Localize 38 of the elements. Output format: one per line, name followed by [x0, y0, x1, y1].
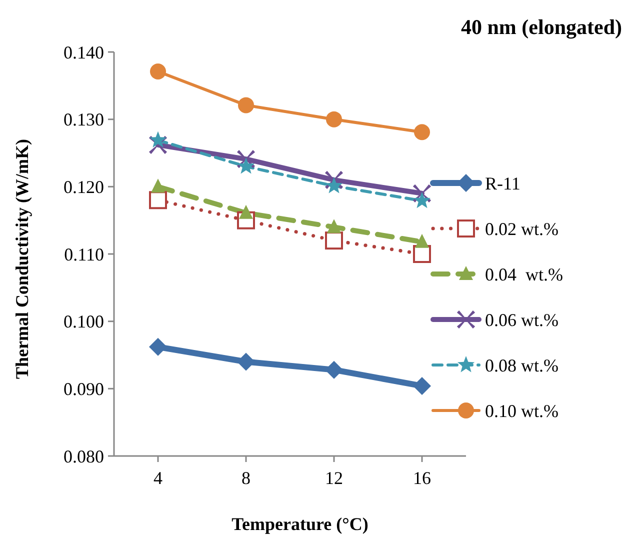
point — [413, 192, 431, 208]
legend-label: R-11 — [485, 173, 520, 194]
x-axis-title: Temperature (°C) — [232, 514, 368, 534]
point — [149, 131, 167, 148]
y-tick-label: 0.130 — [64, 110, 104, 130]
legend-label: 0.02 wt.% — [485, 218, 558, 239]
y-tick-label: 0.110 — [64, 244, 104, 264]
y-tick-label: 0.120 — [64, 176, 104, 197]
y-tick-label: 0.080 — [64, 446, 104, 466]
y-tick-label: 0.090 — [64, 378, 104, 399]
point — [150, 64, 166, 80]
x-tick-label: 12 — [325, 468, 343, 488]
point — [238, 97, 254, 114]
point — [325, 232, 343, 250]
x-tick-label: 8 — [242, 468, 250, 488]
text: 40 nm (elongated) — [461, 15, 622, 39]
point — [414, 124, 430, 140]
point — [326, 111, 342, 128]
point — [151, 178, 165, 193]
point — [327, 219, 341, 234]
x-tick-label: 16 — [413, 468, 431, 488]
point — [415, 234, 429, 248]
point — [237, 157, 255, 174]
point — [237, 352, 255, 371]
y-tick-label: 0.140 — [64, 42, 104, 62]
point — [149, 338, 167, 356]
point — [239, 204, 253, 219]
legend-label: 0.08 wt.% — [485, 355, 558, 376]
legend-label: 0.04 wt.% — [485, 264, 563, 284]
point — [325, 360, 343, 379]
legend-label: 0.10 wt.% — [485, 400, 558, 421]
y-tick-label: 0.100 — [64, 312, 104, 332]
legend-label: 0.06 wt.% — [485, 310, 558, 330]
x-tick-label: 4 — [154, 468, 162, 488]
point — [413, 376, 431, 395]
point — [325, 176, 343, 194]
y-axis-title: Thermal Conductivity (W/mK) — [12, 139, 32, 379]
point — [149, 191, 167, 210]
